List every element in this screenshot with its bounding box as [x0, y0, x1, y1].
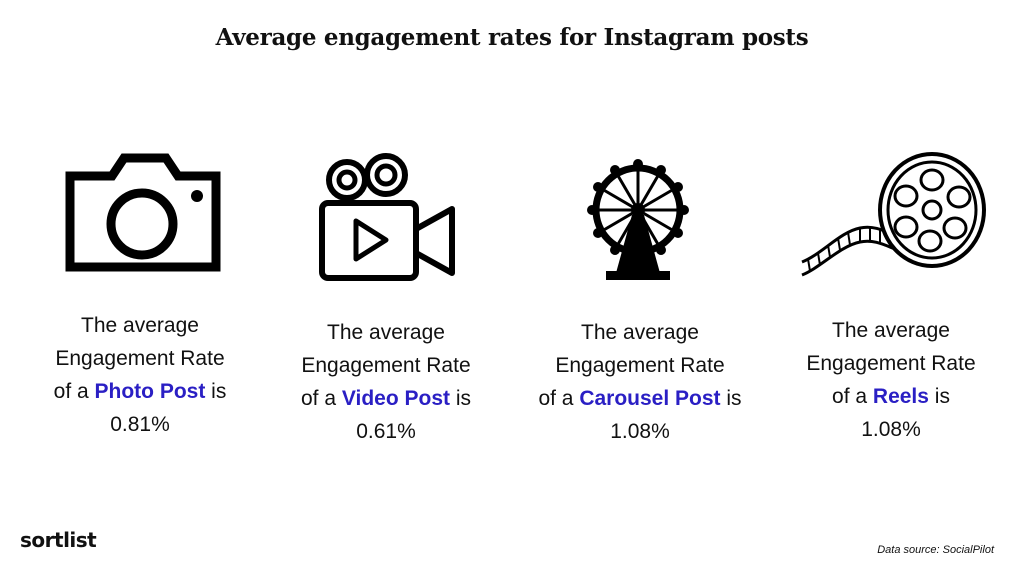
- card-line1: The average: [832, 319, 950, 342]
- page-title: Average engagement rates for Instagram p…: [215, 24, 809, 51]
- card-highlight: Photo Post: [94, 380, 206, 403]
- card-value: 0.61%: [356, 420, 416, 443]
- card-prefix: of a: [832, 385, 873, 408]
- card-value: 0.81%: [110, 413, 170, 436]
- card-suffix: is: [720, 387, 742, 410]
- card-prefix: of a: [53, 380, 95, 403]
- card-line1: The average: [581, 321, 699, 344]
- card-line1: The average: [81, 314, 199, 337]
- data-source-note: Data source: SocialPilot: [877, 544, 994, 556]
- ferris-wheel-icon: [587, 159, 689, 280]
- film-reel-icon: [801, 152, 986, 277]
- card-suffix: is: [205, 380, 227, 403]
- card-highlight: Reels: [872, 385, 929, 408]
- card-line1: The average: [327, 321, 445, 344]
- card-prefix: of a: [300, 387, 342, 410]
- card-suffix: is: [928, 385, 950, 408]
- card-photo-post: The average Engagement Rate of a Photo P…: [20, 309, 260, 441]
- camera-icon: [65, 153, 221, 272]
- card-highlight: Video Post: [341, 387, 450, 410]
- card-line2: Engagement Rate: [806, 352, 976, 375]
- video-camera-icon: [319, 153, 455, 281]
- sortlist-logo: sortlist: [20, 528, 97, 552]
- card-value: 1.08%: [610, 420, 670, 443]
- card-video-post: The average Engagement Rate of a Video P…: [272, 316, 500, 448]
- card-prefix: of a: [538, 387, 580, 410]
- card-highlight: Carousel Post: [579, 387, 721, 410]
- card-carousel-post: The average Engagement Rate of a Carouse…: [515, 316, 765, 448]
- card-line2: Engagement Rate: [301, 354, 471, 377]
- card-value: 1.08%: [861, 418, 921, 441]
- card-suffix: is: [450, 387, 471, 410]
- card-line2: Engagement Rate: [55, 347, 225, 370]
- card-reels: The average Engagement Rate of a Reels i…: [780, 314, 1002, 446]
- card-line2: Engagement Rate: [555, 354, 725, 377]
